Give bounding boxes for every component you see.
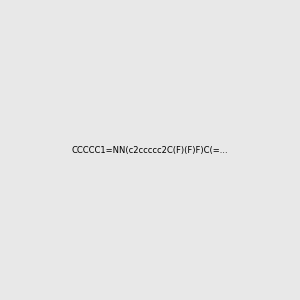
- Text: CCCCC1=NN(c2ccccc2C(F)(F)F)C(=...: CCCCC1=NN(c2ccccc2C(F)(F)F)C(=...: [72, 146, 228, 154]
